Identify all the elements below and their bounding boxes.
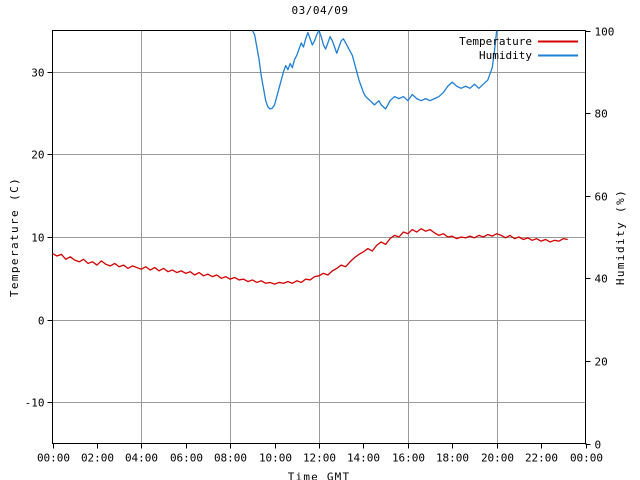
data-series [52,30,568,285]
x-tick-label: 12:00 [303,452,336,465]
y-axis-ticks: -10 0 10 20 30 [25,67,53,410]
x-axis-title: Time GMT [288,471,351,480]
x-tick-label: 06:00 [170,452,203,465]
y-tick-label: 0 [38,315,45,328]
y2-tick-label: 100 [595,26,615,39]
y2-axis-title: Humidity (%) [614,189,627,285]
y2-tick-label: 80 [595,108,608,121]
x-tick-label: 18:00 [436,452,469,465]
y-tick-label: 10 [31,232,44,245]
series-line-temperature [52,228,568,285]
legend-label-humidity[interactable]: Humidity [479,49,532,62]
y2-tick-label: 20 [595,356,608,369]
x-tick-label: 14:00 [347,452,380,465]
gridlines [52,30,586,444]
x-tick-label: 16:00 [392,452,425,465]
x-tick-label: 04:00 [125,452,158,465]
y-axis-title: Temperature (C) [8,177,21,297]
x-axis-ticks: 00:00 02:00 04:00 06:00 08:00 10:00 12:00 14:00… [37,443,603,465]
y2-tick-label: 40 [595,273,608,286]
series-line-humidity [251,30,498,110]
x-tick-label: 00:00 [37,452,70,465]
x-tick-label: 22:00 [525,452,558,465]
x-tick-label: 08:00 [214,452,247,465]
x-tick-label: 20:00 [481,452,514,465]
y2-axis-ticks: 0 20 40 60 80 100 [585,26,615,452]
y-tick-label: 20 [31,149,44,162]
y2-tick-label: 60 [595,191,608,204]
y-tick-label: 30 [31,67,44,80]
chart-title: 03/04/09 [291,4,349,17]
y2-tick-label: 0 [595,439,602,452]
x-tick-label: 00:00 [570,452,603,465]
x-tick-label: 10:00 [259,452,292,465]
axis-titles: Temperature (C) Humidity (%) Time GMT [8,177,627,480]
y-tick-label: -10 [25,397,45,410]
legend-label-temperature[interactable]: Temperature [459,35,532,48]
x-tick-label: 02:00 [81,452,114,465]
